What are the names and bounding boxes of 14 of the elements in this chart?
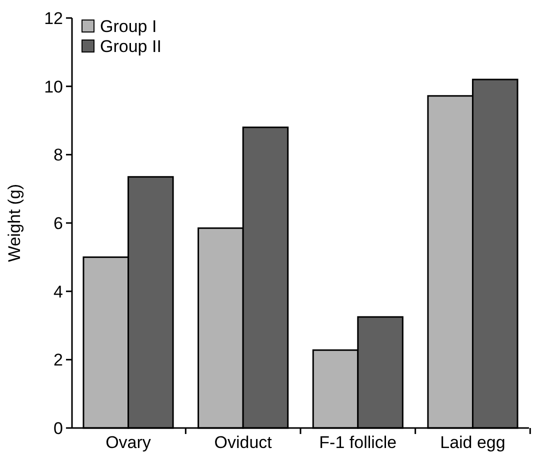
x-tick-label: F-1 follicle <box>319 433 397 452</box>
y-tick-label: 2 <box>54 350 63 370</box>
legend-label: Group II <box>100 36 162 56</box>
y-tick-label: 0 <box>54 418 63 438</box>
y-tick-label: 10 <box>44 77 63 96</box>
x-tick-label: Ovary <box>106 433 152 452</box>
legend-label: Group I <box>100 16 157 36</box>
y-tick-label: 8 <box>54 146 63 165</box>
y-tick-label: 6 <box>54 214 63 233</box>
x-tick-label: Oviduct <box>214 433 272 452</box>
y-tick-label: 4 <box>54 282 63 302</box>
y-axis-title: Weight (g) <box>5 184 24 262</box>
x-tick-label: Laid egg <box>440 433 506 452</box>
y-tick-label: 12 <box>44 8 63 28</box>
